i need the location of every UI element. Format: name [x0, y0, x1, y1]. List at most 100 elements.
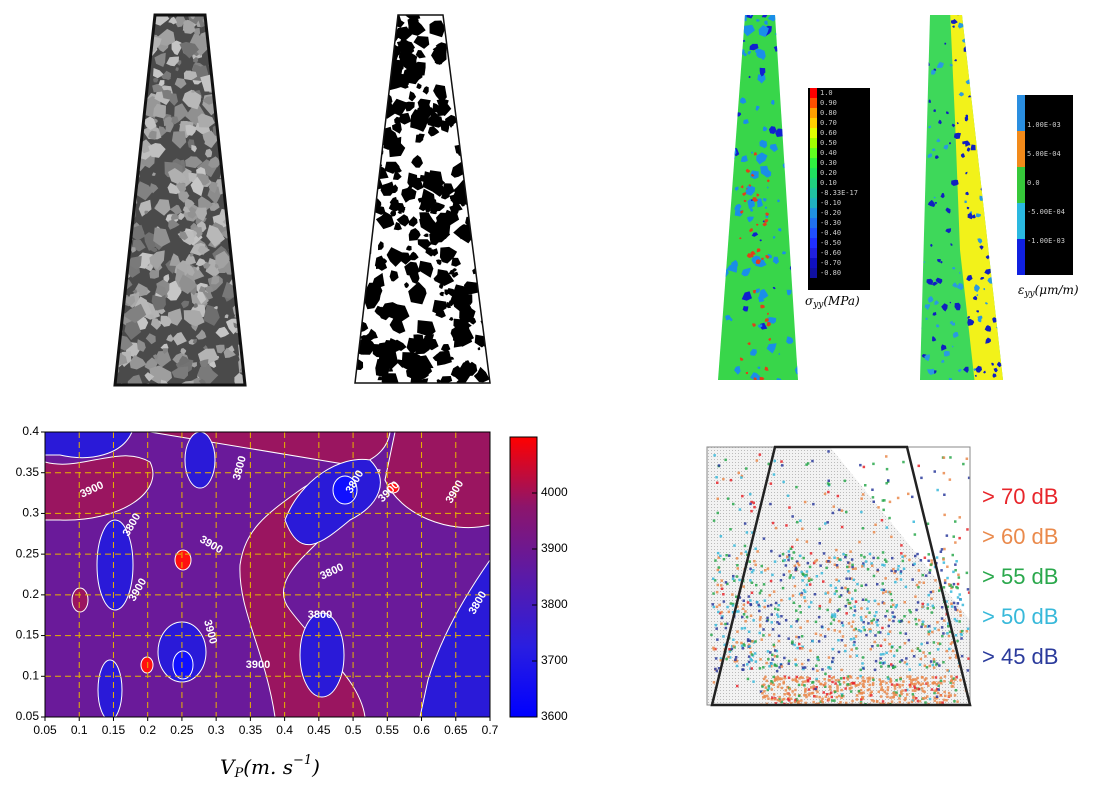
ae-event [888, 642, 891, 646]
texture [743, 119, 749, 125]
ae-event [880, 519, 884, 522]
texture [132, 289, 138, 294]
ae-event [760, 564, 763, 568]
ae-event [903, 661, 907, 664]
ae-event [862, 626, 865, 629]
ae-event [899, 570, 903, 573]
texture [734, 203, 742, 211]
ae-event [796, 520, 799, 524]
texture [149, 183, 159, 194]
ae-event [926, 607, 929, 610]
specimen-binary [355, 15, 490, 383]
texture [123, 44, 130, 51]
texture [153, 77, 159, 83]
ae-event [761, 685, 764, 688]
ae-event [758, 453, 762, 456]
ae-event [800, 570, 803, 574]
texture [762, 126, 768, 132]
texture [967, 318, 975, 326]
ae-event [781, 464, 784, 467]
x-tick-label: 0.6 [413, 723, 430, 737]
strain-colorbar: 1.00E-035.00E-040.0-5.00E-04-1.00E-03 εy… [1017, 95, 1079, 299]
ae-event [777, 608, 780, 611]
texture [414, 355, 434, 369]
texture [721, 38, 725, 42]
ae-event [828, 675, 831, 678]
texture [244, 332, 245, 340]
texture [924, 304, 931, 311]
ae-event [858, 540, 861, 544]
texture [119, 15, 135, 31]
ae-event [942, 558, 945, 561]
ae-event [759, 623, 762, 627]
ae-event [898, 646, 902, 649]
texture [355, 300, 361, 311]
ae-event [913, 562, 916, 566]
ae-event [881, 626, 884, 630]
ae-event [812, 502, 815, 506]
ae-event [766, 567, 770, 570]
ae-event [936, 621, 939, 624]
texture [768, 126, 777, 134]
ae-event [748, 645, 751, 648]
texture [799, 343, 808, 352]
ae-event [735, 595, 738, 598]
texture [982, 73, 988, 80]
ae-event [808, 565, 812, 569]
texture [790, 136, 795, 141]
symbol: ε [1018, 283, 1024, 297]
ae-event [922, 581, 925, 584]
texture [725, 314, 732, 321]
ae-event [770, 613, 773, 616]
texture [161, 70, 172, 79]
ae-event [719, 535, 723, 538]
ae-event [746, 677, 750, 681]
texture [214, 306, 218, 310]
texture [450, 356, 455, 360]
ae-event [853, 609, 857, 612]
ae-event [733, 544, 736, 547]
texture [944, 42, 947, 45]
texture [977, 238, 983, 244]
ae-event [960, 637, 963, 640]
ae-event [789, 697, 793, 700]
ae-event [804, 701, 807, 705]
ae-event [746, 638, 750, 641]
ae-event [774, 702, 778, 705]
texture [163, 274, 170, 283]
texture [750, 348, 757, 356]
texture [776, 39, 779, 42]
ae-event [720, 579, 723, 582]
ae-event [773, 560, 777, 563]
texture [115, 89, 122, 100]
texture [784, 82, 791, 87]
ae-event [937, 681, 940, 684]
ae-event [931, 682, 934, 685]
ae-event [744, 610, 747, 613]
ae-event [844, 554, 848, 557]
texture [179, 231, 189, 241]
texture [471, 180, 484, 195]
ae-event [793, 584, 797, 588]
ae-event [931, 604, 934, 608]
colorbar-title: σyy(MPa) [805, 294, 860, 310]
ae-event [750, 659, 753, 662]
texture [160, 315, 172, 327]
specimen-outline [710, 445, 972, 707]
ae-event [898, 660, 902, 663]
texture [227, 99, 234, 107]
texture [115, 154, 125, 174]
ae-event [741, 494, 744, 498]
ae-event [872, 618, 876, 621]
ae-event [861, 565, 864, 568]
texture [954, 59, 957, 62]
ae-event [845, 510, 848, 514]
ae-event [857, 629, 861, 632]
ae-event [795, 635, 798, 639]
texture [363, 94, 368, 100]
ae-event [797, 636, 801, 639]
ae-event [876, 644, 879, 647]
ae-event [859, 702, 862, 705]
ae-event [722, 600, 726, 603]
ae-event [879, 644, 883, 647]
